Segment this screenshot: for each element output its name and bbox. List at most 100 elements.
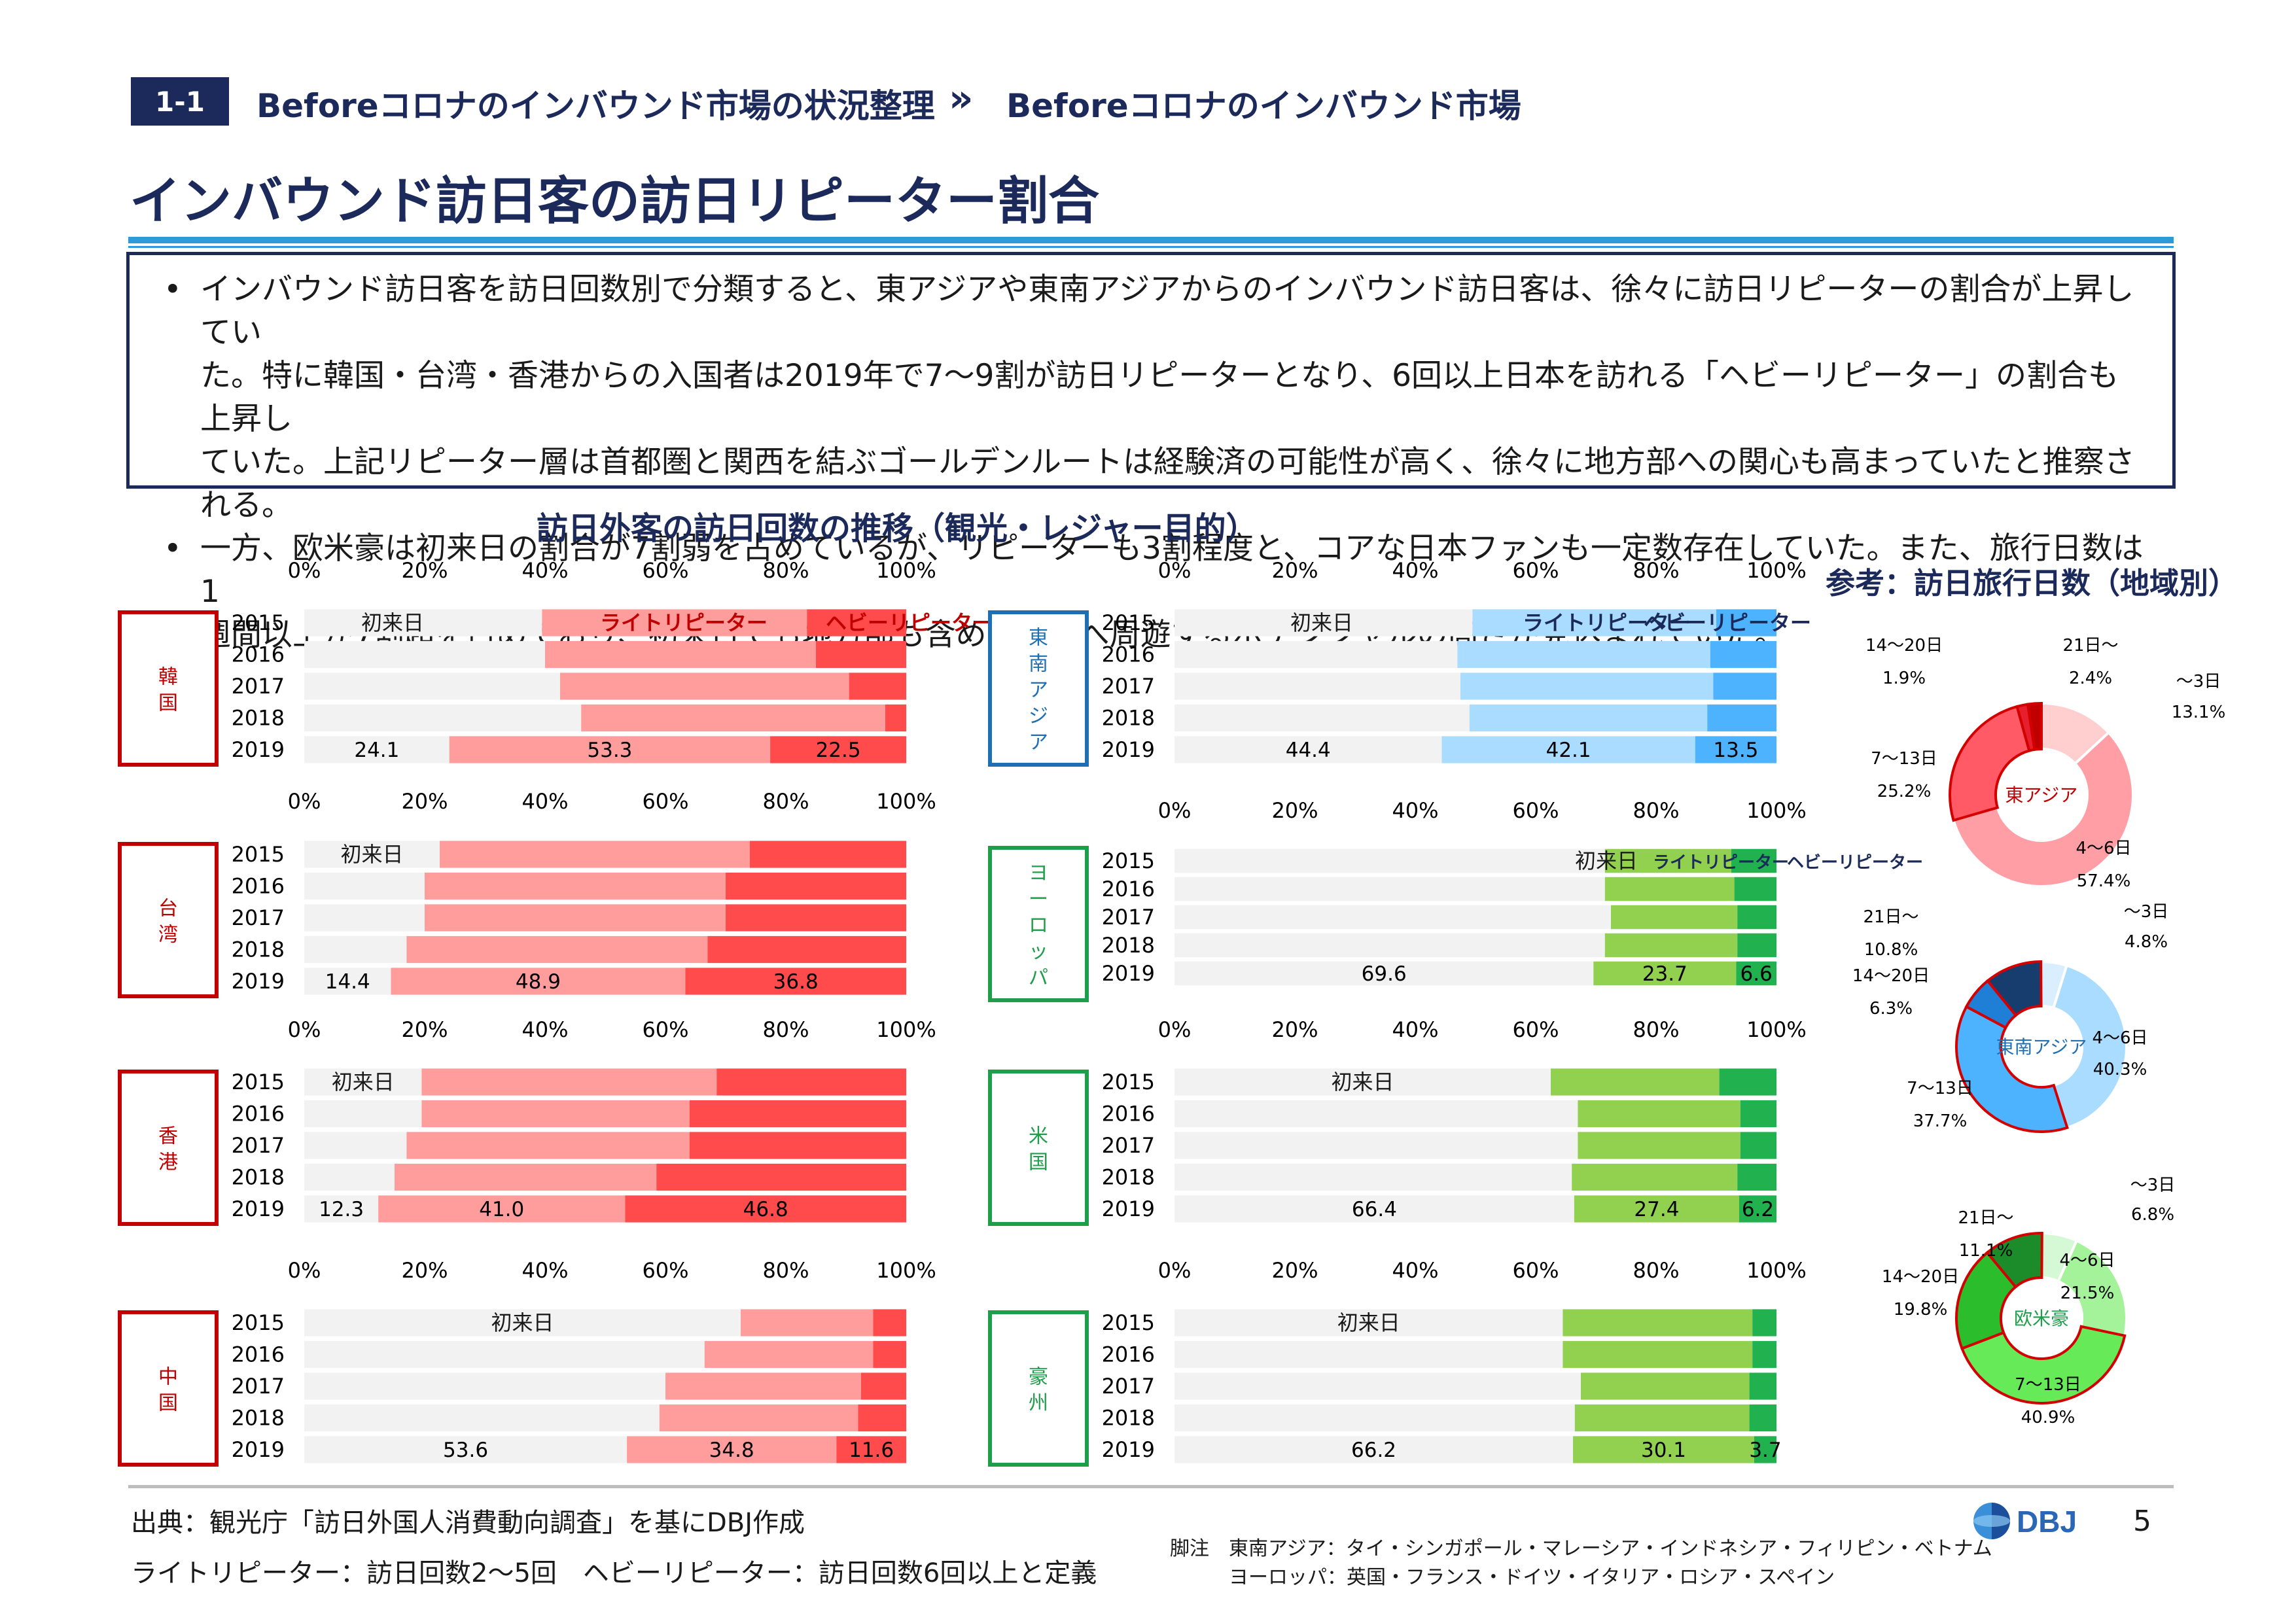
bar-segment [861, 1372, 906, 1400]
donut-value-label: 19.8% [1894, 1300, 1948, 1319]
year-label: 2017 [232, 674, 285, 699]
bar-segment [304, 1068, 422, 1096]
legend-label: 初来日 [1290, 610, 1353, 635]
legend-label: 初来日 [361, 610, 424, 635]
data-label: 24.1 [354, 739, 399, 762]
region-label: ヨ [1029, 862, 1048, 885]
donut-category-label: 14～20日 [1882, 1267, 1959, 1287]
bar-segment [1174, 1132, 1578, 1159]
bar-segment [1736, 961, 1776, 986]
year-label: 2016 [232, 1342, 285, 1367]
bullet-line: 一方、欧米豪は初来日の割合が7割弱を占めているが、リピーターも3割程度と、コアな… [200, 531, 2144, 610]
year-label: 2016 [232, 642, 285, 667]
bar-segment [1710, 640, 1776, 669]
x-tick-label: 60% [1512, 1017, 1559, 1042]
x-tick-label: 20% [401, 558, 448, 583]
bar-segment [1174, 1309, 1563, 1336]
x-tick-label: 20% [401, 789, 448, 814]
bar-segment [1713, 672, 1776, 700]
data-label: 48.9 [516, 970, 561, 994]
region-frame [118, 842, 219, 998]
x-tick-label: 0% [288, 1017, 321, 1042]
bullet-item: • インバウンド訪日客を訪日回数別で分類すると、東アジアや東南アジアからのインバ… [164, 268, 2146, 527]
donut-slice [1985, 1231, 2043, 1289]
year-label: 2019 [1102, 961, 1155, 986]
data-label: 27.4 [1634, 1198, 1679, 1221]
region-label: パ [1029, 967, 1048, 990]
region-frame [118, 610, 219, 767]
region-label: ア [1029, 731, 1048, 754]
bar-segment [406, 935, 708, 964]
donut-center-label: 東アジア [2005, 784, 2078, 806]
year-label: 2017 [1102, 1374, 1155, 1399]
bar-segment [659, 1404, 858, 1432]
bar-segment [1551, 1068, 1720, 1096]
title-underline [128, 237, 2174, 243]
legend-label: ヘビーリピーター [826, 610, 993, 635]
bar-segment [560, 672, 849, 700]
donut-value-label: 40.9% [2021, 1408, 2075, 1427]
data-label: 13.5 [1713, 739, 1758, 762]
donut-slice [1952, 730, 2134, 888]
data-label: 44.4 [1286, 739, 1331, 762]
bar-segment [449, 736, 771, 763]
bar-segment [873, 1340, 906, 1369]
x-tick-label: 40% [521, 1258, 568, 1283]
donut-category-label: ～3日 [2130, 1176, 2176, 1195]
bar-segment [1174, 1340, 1563, 1369]
donut-value-label: 40.3% [2093, 1060, 2147, 1079]
region-label: 香 [158, 1125, 178, 1148]
bar-segment [1574, 1195, 1739, 1223]
x-tick-label: 60% [642, 1017, 688, 1042]
x-tick-label: 40% [521, 558, 568, 583]
donut-category-label: 7～13日 [2015, 1375, 2081, 1395]
x-tick-label: 20% [1271, 1258, 1318, 1283]
year-label: 2018 [1102, 1406, 1155, 1431]
bar-segment [1174, 961, 1594, 986]
bar-segment [304, 1340, 705, 1369]
x-tick-label: 20% [1271, 1017, 1318, 1042]
region-label: 国 [1029, 1151, 1048, 1174]
region-label: 港 [158, 1151, 178, 1174]
bullet-marker: • [164, 271, 182, 307]
bar-segment [1174, 736, 1442, 763]
data-label: 30.1 [1641, 1439, 1686, 1462]
bar-segment [1174, 1163, 1572, 1191]
bullet-line: ていた。上記リピーター層は首都圏と関西を結ぶゴールデンルートは経験済の可能性が高… [200, 444, 2135, 523]
donut-value-label: 13.1% [2172, 703, 2226, 722]
bar-segment [873, 1309, 906, 1336]
donut-slice [1955, 1251, 2018, 1350]
source-note: 出典：観光庁「訪日外国人消費動向調査」を基にDBJ作成 [131, 1508, 805, 1538]
donut-value-label: 11.1% [1959, 1241, 2013, 1261]
region-label: 国 [158, 692, 178, 715]
region-label: 東 [1029, 627, 1048, 650]
bar-segment [1719, 1068, 1776, 1096]
donut-value-label: 2.4% [2069, 669, 2112, 688]
bar-segment [1581, 1372, 1750, 1400]
bar-segment [1174, 1195, 1574, 1223]
year-label: 2015 [1102, 848, 1155, 873]
year-label: 2015 [1102, 1310, 1155, 1335]
bar-segment [1174, 877, 1605, 901]
data-label: 41.0 [479, 1198, 524, 1221]
bar-segment [1731, 848, 1776, 873]
x-tick-label: 80% [1633, 1017, 1679, 1042]
x-tick-label: 60% [642, 1258, 688, 1283]
region-frame [988, 1310, 1089, 1467]
year-label: 2016 [232, 1102, 285, 1126]
donut-category-label: 21日～ [1958, 1208, 2013, 1228]
x-tick-label: 40% [1392, 1258, 1438, 1283]
data-label: 53.3 [587, 739, 632, 762]
x-tick-label: 60% [642, 558, 688, 583]
year-label: 2016 [232, 874, 285, 899]
legend-label: ヘビーリピーター [1787, 853, 1923, 873]
donut-value-label: 1.9% [1882, 669, 1926, 688]
bar-segment [689, 1132, 906, 1159]
bar-segment [704, 1340, 874, 1369]
donut-value-label: 10.8% [1864, 940, 1918, 960]
bar-segment [1174, 609, 1473, 637]
bar-segment [836, 1436, 906, 1463]
bar-segment [1695, 736, 1776, 763]
region-label: 湾 [158, 924, 178, 947]
year-label: 2018 [1102, 933, 1155, 958]
